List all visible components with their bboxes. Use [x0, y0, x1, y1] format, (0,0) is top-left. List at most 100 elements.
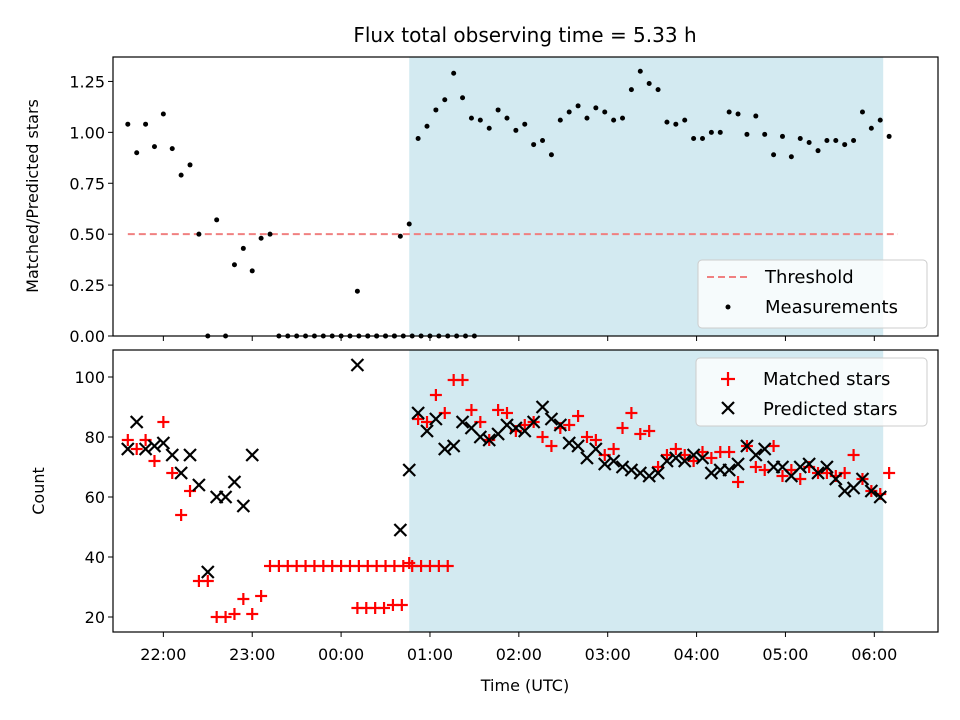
bottom-y-ticks: 20 40 60 80 100 — [74, 368, 113, 627]
matched-star-point — [634, 428, 647, 440]
measurement-point — [548, 152, 554, 158]
predicted-star-point — [820, 460, 834, 474]
matched-star-point — [723, 446, 736, 458]
matched-star-point — [441, 560, 454, 572]
matched-star-point — [148, 455, 161, 467]
predicted-star-point — [218, 490, 233, 504]
predicted-star-point — [482, 433, 496, 447]
top-x-ticks — [162, 336, 875, 341]
predicted-star-point — [829, 472, 843, 486]
top-y-tick-label: 1.25 — [69, 72, 105, 91]
predicted-star-point — [393, 523, 408, 537]
measurement-point — [214, 217, 220, 223]
bottom-y-tick-label: 20 — [85, 608, 105, 627]
matched-star-point — [669, 443, 682, 455]
predicted-star-point — [686, 448, 701, 462]
predicted-star-point — [411, 406, 425, 420]
measurement-point — [125, 121, 131, 127]
predicted-star-point — [455, 415, 470, 429]
top-y-tick-label: 0.50 — [69, 225, 105, 244]
predicted-star-point — [624, 463, 639, 477]
measurement-point — [504, 115, 510, 121]
matched-star-point — [429, 389, 442, 401]
measurement-point — [406, 221, 412, 227]
measurement-point — [824, 137, 830, 143]
matched-star-point — [660, 449, 673, 461]
matched-star-point — [749, 461, 762, 473]
predicted-star-point — [606, 454, 621, 468]
matched-star-point — [166, 467, 179, 479]
predicted-star-point — [811, 466, 825, 480]
measurement-points — [125, 68, 892, 339]
matched-star-point — [776, 470, 789, 482]
predicted-star-point — [704, 466, 719, 480]
matched-star-point — [794, 473, 807, 485]
measurement-point — [415, 135, 421, 141]
predicted-star-point — [192, 478, 206, 492]
measurement-point — [566, 109, 572, 115]
matched-star-point — [758, 464, 771, 476]
measurement-point — [460, 95, 466, 101]
measurement-point — [735, 111, 741, 117]
measurement-point — [699, 135, 705, 141]
matched-star-point — [847, 449, 860, 461]
chart-title: Flux total observing time = 5.33 h — [353, 23, 696, 47]
legend-predicted-label: Predicted stars — [763, 399, 897, 420]
measurement-point — [151, 144, 157, 150]
measurement-point — [397, 233, 403, 239]
measurement-point — [868, 125, 874, 131]
measurement-point — [267, 231, 273, 237]
measurement-point — [495, 107, 501, 113]
bottom-x-ticks: 22:00 23:00 00:00 01:00 02:00 03:00 04:00 05:00… — [140, 632, 897, 664]
measurement-point — [655, 87, 661, 93]
top-y-axis-title: Matched/Predicted stars — [23, 99, 42, 293]
measurement-point — [468, 115, 474, 121]
matched-star-point — [589, 434, 602, 446]
measurement-point — [486, 125, 492, 131]
measurement-point — [196, 231, 202, 237]
predicted-star-point — [544, 412, 559, 426]
measurement-point — [771, 152, 777, 158]
predicted-star-point — [446, 439, 461, 453]
predicted-star-point — [669, 451, 683, 465]
matched-star-point — [228, 608, 241, 620]
measurement-point — [240, 245, 246, 251]
matched-star-point — [421, 416, 434, 428]
measurement-point — [717, 129, 723, 135]
matched-star-point — [732, 476, 745, 488]
predicted-star-point — [147, 439, 162, 453]
predicted-star-point — [535, 400, 550, 414]
legend-measurements-swatch — [725, 304, 731, 310]
bottom-legend: Matched stars Predicted stars — [695, 357, 928, 427]
matched-star-point — [687, 455, 700, 467]
bottom-x-tick-label: 04:00 — [674, 645, 720, 664]
matched-star-point — [572, 410, 585, 422]
predicted-star-point — [165, 448, 180, 462]
measurement-point — [806, 140, 812, 146]
bottom-y-tick-label: 80 — [85, 428, 105, 447]
measurement-point — [859, 109, 865, 115]
matched-star-point — [616, 422, 629, 434]
measurement-point — [540, 137, 546, 143]
predicted-star-point — [236, 499, 251, 513]
predicted-star-point — [500, 418, 514, 432]
predicted-star-point — [589, 442, 603, 456]
top-y-tick-label: 0.75 — [69, 174, 105, 193]
measurement-point — [187, 162, 193, 168]
bottom-legend-box — [695, 357, 928, 427]
predicted-star-points — [121, 358, 888, 579]
bottom-x-tick-label: 23:00 — [229, 645, 275, 664]
bottom-y-axis-title: Count — [29, 467, 48, 515]
predicted-star-point — [526, 415, 541, 429]
predicted-star-point — [731, 457, 745, 471]
predicted-star-point — [227, 475, 242, 489]
bottom-panel: 20 40 60 80 100 22:00 23:00 00:00 01:00 02:00 03:… — [29, 349, 939, 695]
matched-star-point — [412, 413, 425, 425]
matched-star-point — [563, 419, 576, 431]
matched-star-point — [121, 434, 134, 446]
measurement-point — [134, 150, 140, 156]
matched-star-point — [607, 443, 620, 455]
predicted-star-point — [757, 442, 772, 456]
matched-star-point — [456, 374, 469, 386]
matched-star-point — [643, 425, 656, 437]
